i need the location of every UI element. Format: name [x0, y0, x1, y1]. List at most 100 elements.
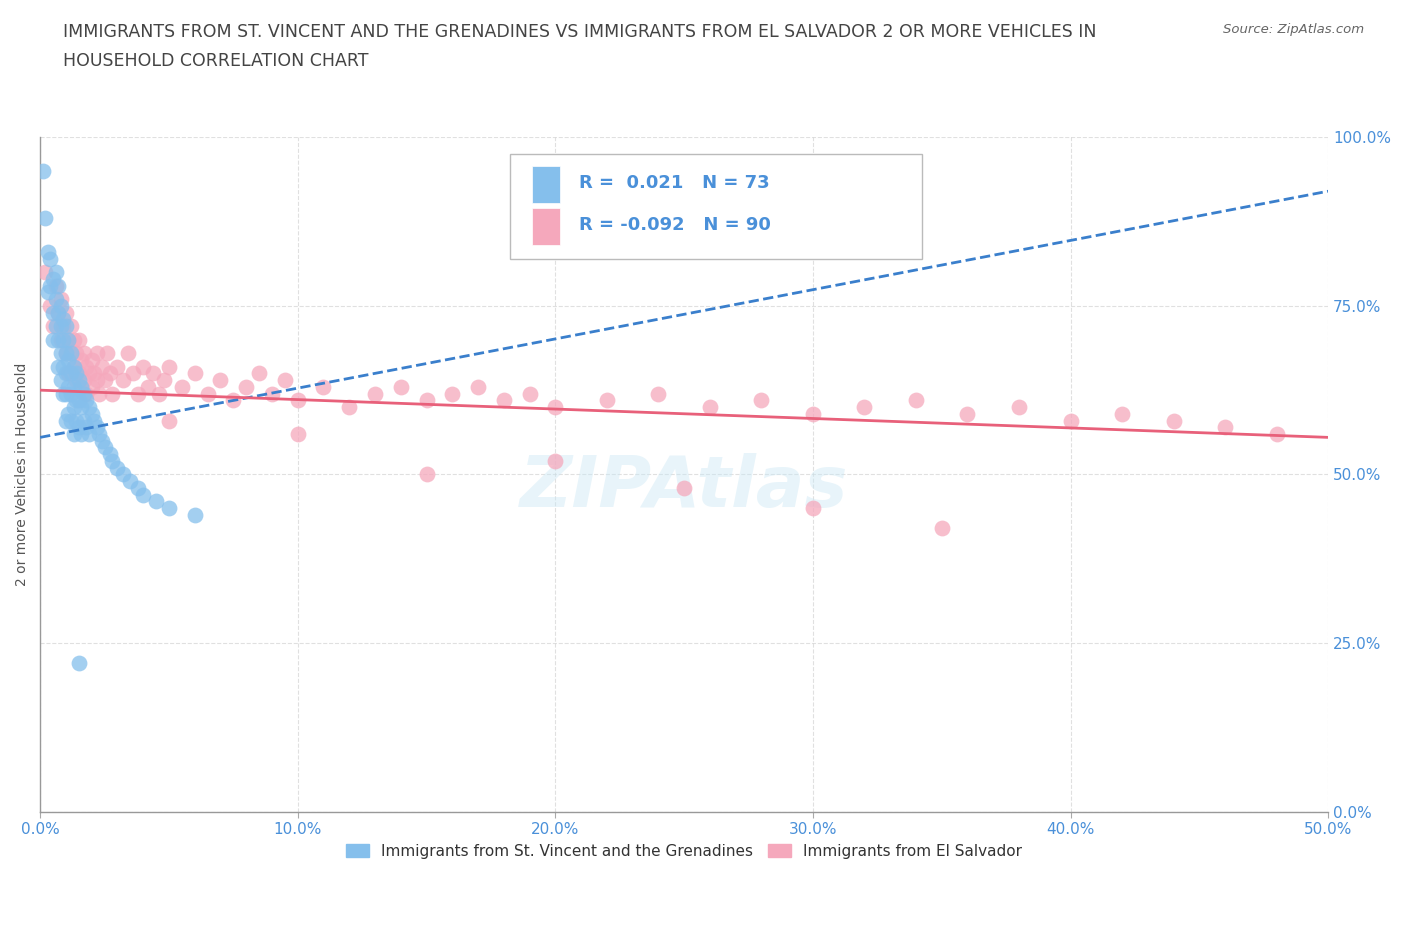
Point [65, 346, 87, 361]
Point [39, 299, 62, 313]
Point [96, 346, 118, 361]
Point [76, 392, 98, 407]
Text: R =  0.021   N = 73: R = 0.021 N = 73 [578, 174, 769, 193]
Point [260, 386, 283, 401]
Point [209, 373, 232, 388]
Point [441, 386, 464, 401]
Point [52, 359, 75, 374]
Point [46, 305, 69, 320]
Point [80, 406, 103, 421]
Point [127, 386, 149, 401]
Point [49, 373, 72, 388]
Legend: Immigrants from St. Vincent and the Grenadines, Immigrants from El Salvador: Immigrants from St. Vincent and the Gren… [340, 837, 1029, 865]
Point [70, 379, 93, 394]
Point [67, 419, 90, 434]
Point [415, 467, 437, 482]
FancyBboxPatch shape [531, 166, 561, 204]
Point [65, 365, 87, 380]
Point [80, 379, 103, 394]
Point [62, 359, 84, 374]
Point [73, 346, 96, 361]
Point [492, 392, 515, 407]
Point [77, 400, 100, 415]
Point [39, 251, 62, 266]
Point [58, 332, 80, 347]
Point [58, 406, 80, 421]
Text: Source: ZipAtlas.com: Source: ZipAtlas.com [1223, 23, 1364, 36]
Point [105, 460, 128, 475]
Point [647, 386, 669, 401]
Point [45, 278, 67, 293]
Point [170, 379, 193, 394]
Point [98, 365, 121, 380]
Point [86, 419, 108, 434]
Point [274, 373, 297, 388]
Point [519, 386, 541, 401]
Point [60, 413, 83, 428]
Point [699, 400, 721, 415]
FancyBboxPatch shape [531, 208, 561, 246]
Point [60, 346, 83, 361]
Point [247, 365, 270, 380]
Point [55, 346, 77, 361]
Point [62, 379, 84, 394]
Point [39, 278, 62, 293]
Point [62, 400, 84, 415]
Point [60, 386, 83, 401]
Point [58, 379, 80, 394]
Y-axis label: 2 or more Vehicles in Household: 2 or more Vehicles in Household [15, 363, 30, 586]
Point [157, 359, 180, 374]
Point [70, 379, 93, 394]
Point [70, 427, 93, 442]
Point [673, 481, 696, 496]
Point [76, 359, 98, 374]
Point [111, 373, 134, 388]
Point [67, 332, 90, 347]
Point [364, 386, 387, 401]
Point [65, 392, 87, 407]
Point [751, 392, 773, 407]
Point [55, 365, 77, 380]
Point [596, 392, 619, 407]
Point [117, 346, 139, 361]
Point [42, 319, 65, 334]
Point [67, 373, 90, 388]
Point [45, 265, 67, 280]
Point [389, 379, 412, 394]
Point [132, 487, 155, 502]
Point [853, 400, 876, 415]
Point [65, 413, 87, 428]
Point [801, 406, 824, 421]
Point [55, 386, 77, 401]
Point [1059, 413, 1081, 428]
Point [62, 332, 84, 347]
Point [312, 379, 335, 394]
Point [1163, 413, 1185, 428]
Point [42, 272, 65, 286]
Point [120, 473, 142, 488]
Point [42, 332, 65, 347]
Point [1111, 406, 1133, 421]
FancyBboxPatch shape [510, 154, 922, 259]
Point [83, 365, 105, 380]
Point [157, 500, 180, 515]
Point [197, 386, 219, 401]
Point [52, 312, 75, 326]
Point [55, 319, 77, 334]
Point [111, 467, 134, 482]
Point [337, 400, 360, 415]
Point [145, 494, 167, 509]
Point [34, 265, 56, 280]
Point [83, 413, 105, 428]
Point [73, 386, 96, 401]
Point [62, 359, 84, 374]
Text: ZIPAtlas: ZIPAtlas [520, 454, 848, 523]
Point [136, 379, 159, 394]
Point [58, 365, 80, 380]
Point [70, 352, 93, 367]
Point [37, 285, 59, 299]
Point [132, 359, 155, 374]
Point [73, 413, 96, 428]
Point [904, 392, 927, 407]
Point [956, 406, 979, 421]
